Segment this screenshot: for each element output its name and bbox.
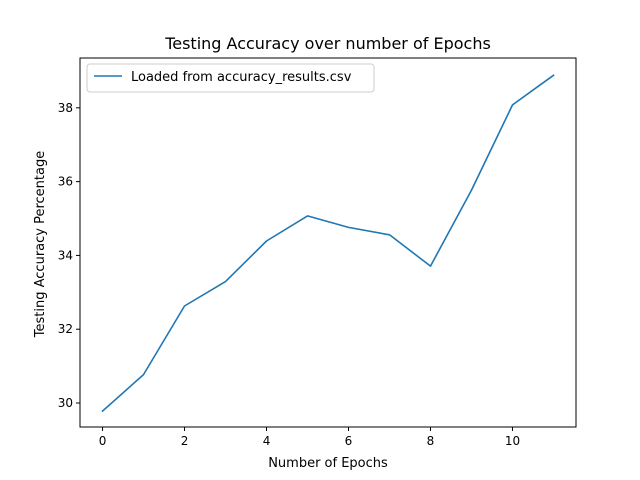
plot-area: 0 2 4 6 8 10 30 32 34 36 38 — [58, 57, 577, 448]
chart-title: Testing Accuracy over number of Epochs — [164, 34, 491, 53]
axes-frame — [79, 57, 577, 428]
y-tick-label: 30 — [58, 396, 73, 410]
x-tick-label: 0 — [99, 434, 107, 448]
series-line-0 — [101, 74, 555, 413]
y-axis-label: Testing Accuracy Percentage — [33, 151, 48, 338]
legend: Loaded from accuracy_results.csv — [86, 63, 375, 93]
y-tick-label: 36 — [58, 175, 73, 189]
y-tick-label: 34 — [58, 248, 73, 262]
x-axis-label: Number of Epochs — [268, 456, 388, 471]
y-tick-label: 32 — [58, 322, 73, 336]
y-tick-label: 38 — [58, 101, 73, 115]
legend-frame — [86, 63, 375, 93]
x-tick-label: 8 — [427, 434, 435, 448]
x-tick-label: 4 — [263, 434, 271, 448]
x-tick-label: 2 — [181, 434, 189, 448]
legend-entry-label: Loaded from accuracy_results.csv — [131, 70, 352, 85]
x-tick-label: 10 — [505, 434, 520, 448]
x-tick-label: 6 — [345, 434, 353, 448]
